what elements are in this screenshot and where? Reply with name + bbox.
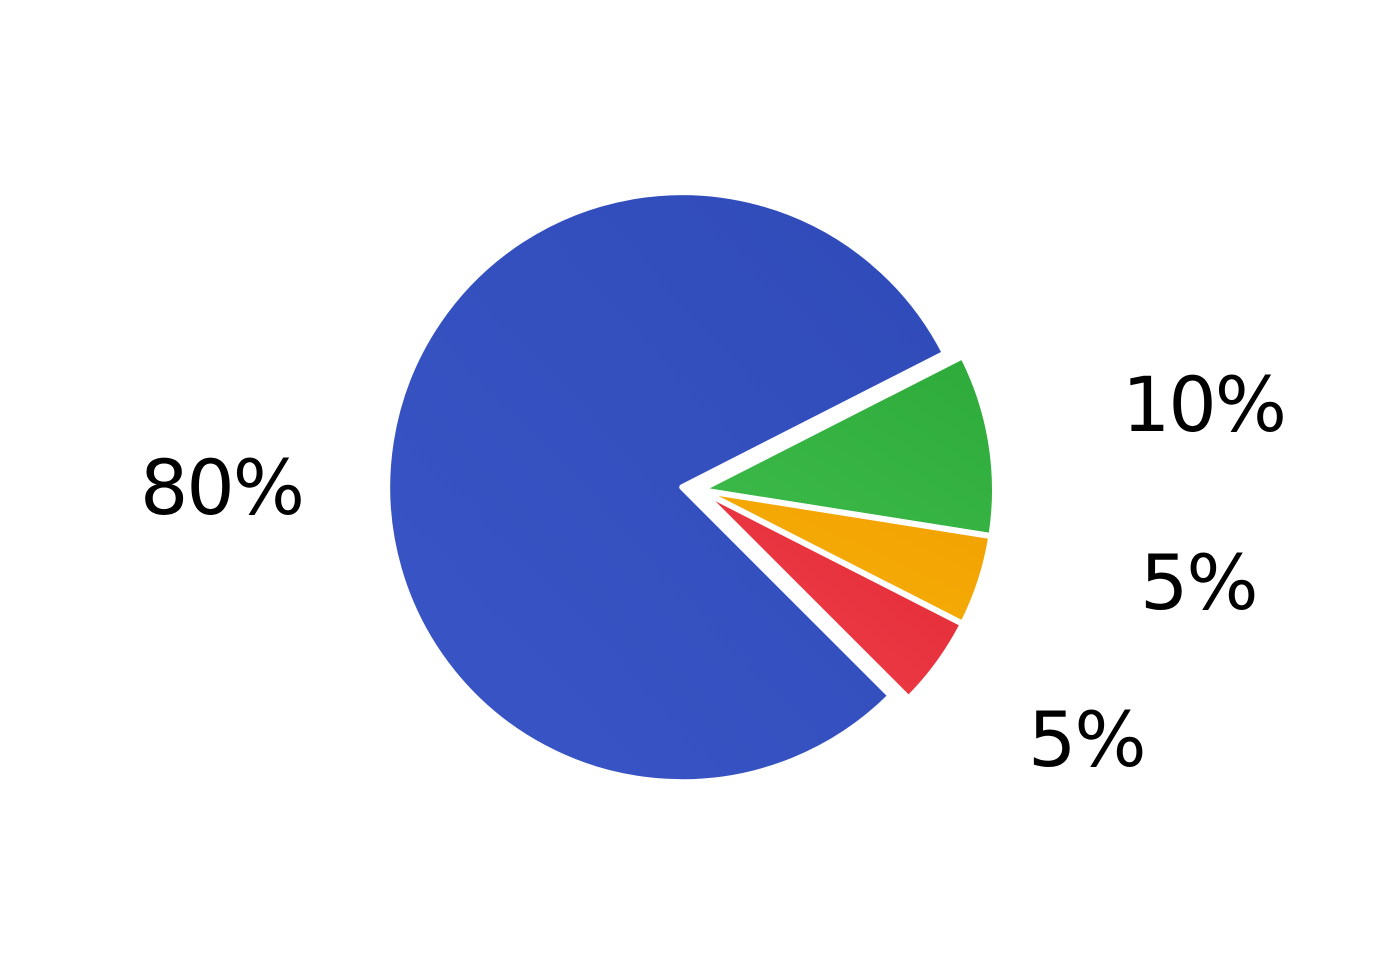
pie-slices [384,189,998,786]
slice-label-80: 80% [140,443,305,532]
slice-blue-80 [384,189,949,786]
slice-red-5 [697,487,966,702]
slice-green-10 [697,353,998,540]
slice-label-5-red: 5% [1028,695,1147,784]
slice-label-10: 10% [1122,360,1287,449]
slice-label-5-yellow: 5% [1140,538,1259,627]
